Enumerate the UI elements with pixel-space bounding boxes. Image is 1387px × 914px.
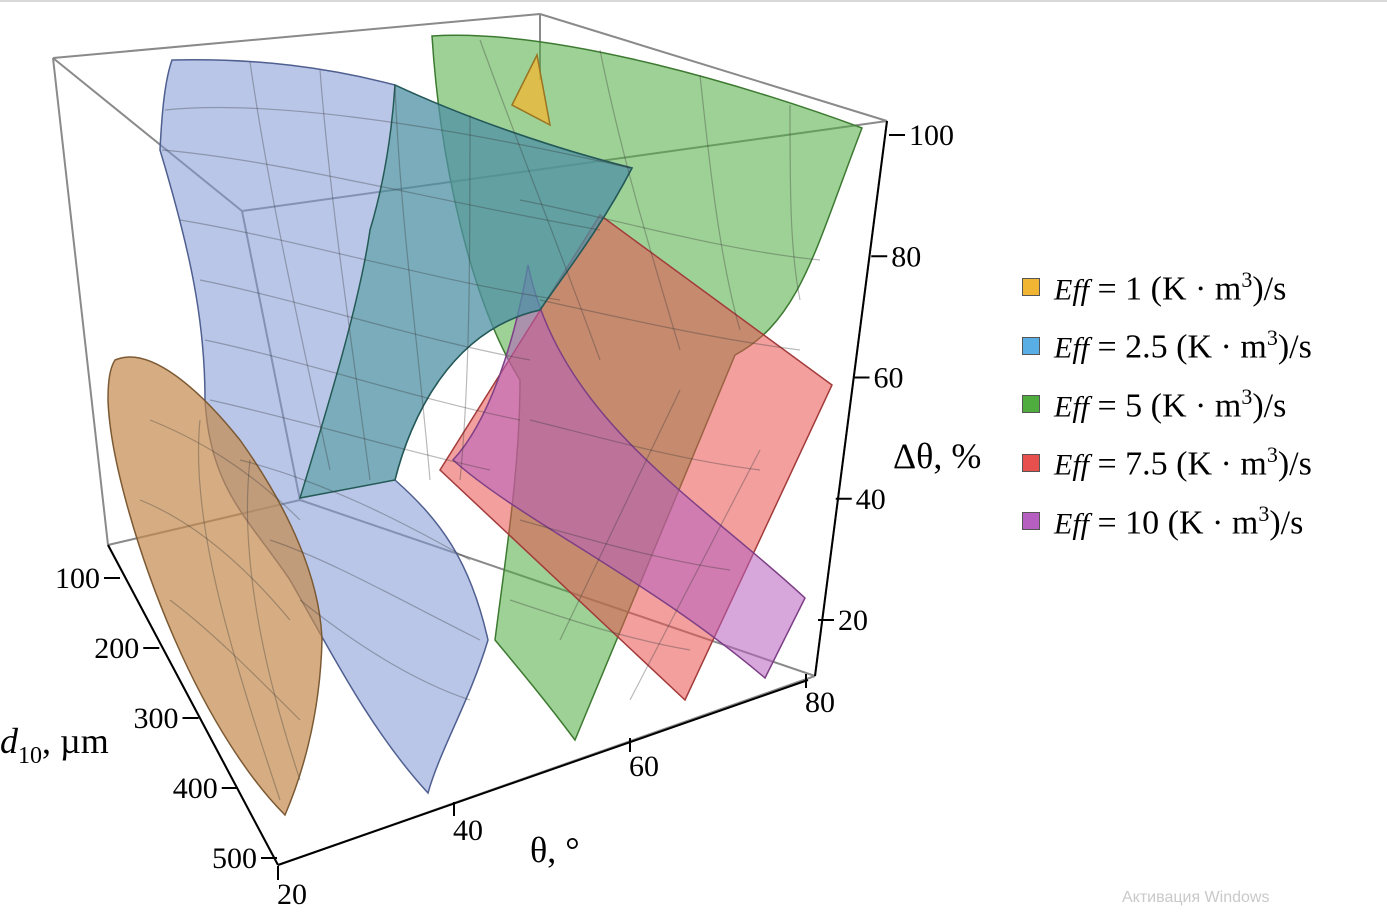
theta-axis-tick-label: 80 (805, 686, 835, 719)
d10-axis-tick-label: 400 (173, 772, 218, 805)
axis-tick-labels: 20 40 60 80 100 200 300 400 500 20 40 60 80 100 (55, 119, 954, 911)
legend-swatch (1022, 336, 1040, 355)
surface-eff-1-tip (511, 52, 552, 127)
windows-activation-watermark: Активация Windows (1122, 889, 1270, 906)
d10-axis-line (107, 544, 279, 866)
legend-label: Eff = 2.5 (K · m3)/s (1054, 325, 1312, 366)
axis-ticks (104, 134, 905, 880)
d10-axis-tick-label: 300 (134, 702, 179, 735)
delta-theta-axis-tick-label: 60 (874, 362, 904, 395)
legend-item: Eff = 1 (K · m3)/s (1022, 258, 1312, 317)
d10-axis-tick-label: 500 (212, 842, 257, 875)
legend-item: Eff = 7.5 (K · m3)/s (1022, 434, 1312, 493)
theta-axis-line (277, 679, 809, 866)
surface-mesh (139, 39, 821, 801)
theta-axis-tick-label: 40 (453, 814, 483, 847)
theta-axis-label: θ, ° (530, 830, 580, 870)
legend-label: Eff = 5 (K · m3)/s (1054, 383, 1287, 424)
legend-item: Eff = 10 (K · m3)/s (1022, 492, 1312, 551)
surface-eff-1 (107, 356, 323, 817)
legend: Eff = 1 (K · m3)/s Eff = 2.5 (K · m3)/s Ef… (1022, 258, 1312, 551)
d10-axis-tick-label: 100 (55, 562, 100, 595)
surface-eff-10 (451, 264, 806, 680)
delta-theta-axis-label: Δθ, % (893, 436, 981, 476)
surfaces (107, 34, 863, 817)
legend-swatch (1022, 278, 1040, 297)
legend-label: Eff = 7.5 (K · m3)/s (1054, 442, 1312, 483)
theta-axis-tick-label: 20 (277, 878, 307, 911)
legend-swatch (1022, 512, 1040, 531)
top-border (0, 0, 1387, 2)
legend-item: Eff = 5 (K · m3)/s (1022, 375, 1312, 434)
legend-label: Eff = 1 (K · m3)/s (1054, 266, 1287, 307)
delta-theta-axis-tick-label: 80 (891, 240, 921, 273)
legend-swatch (1022, 395, 1040, 414)
d10-axis-tick-label: 200 (94, 632, 139, 665)
delta-theta-axis-tick-label: 40 (856, 483, 886, 516)
legend-swatch (1022, 453, 1040, 472)
axes (107, 120, 888, 866)
delta-theta-axis-tick-label: 20 (838, 604, 868, 637)
surface-overlap-teal (298, 83, 634, 499)
legend-label: Eff = 10 (K · m3)/s (1054, 500, 1304, 541)
delta-theta-axis-tick-label: 100 (909, 119, 954, 152)
d10-axis-label: d10, µm (0, 721, 109, 769)
theta-axis-tick-label: 60 (629, 750, 659, 783)
delta-theta-axis-line (814, 120, 888, 677)
legend-item: Eff = 2.5 (K · m3)/s (1022, 317, 1312, 376)
